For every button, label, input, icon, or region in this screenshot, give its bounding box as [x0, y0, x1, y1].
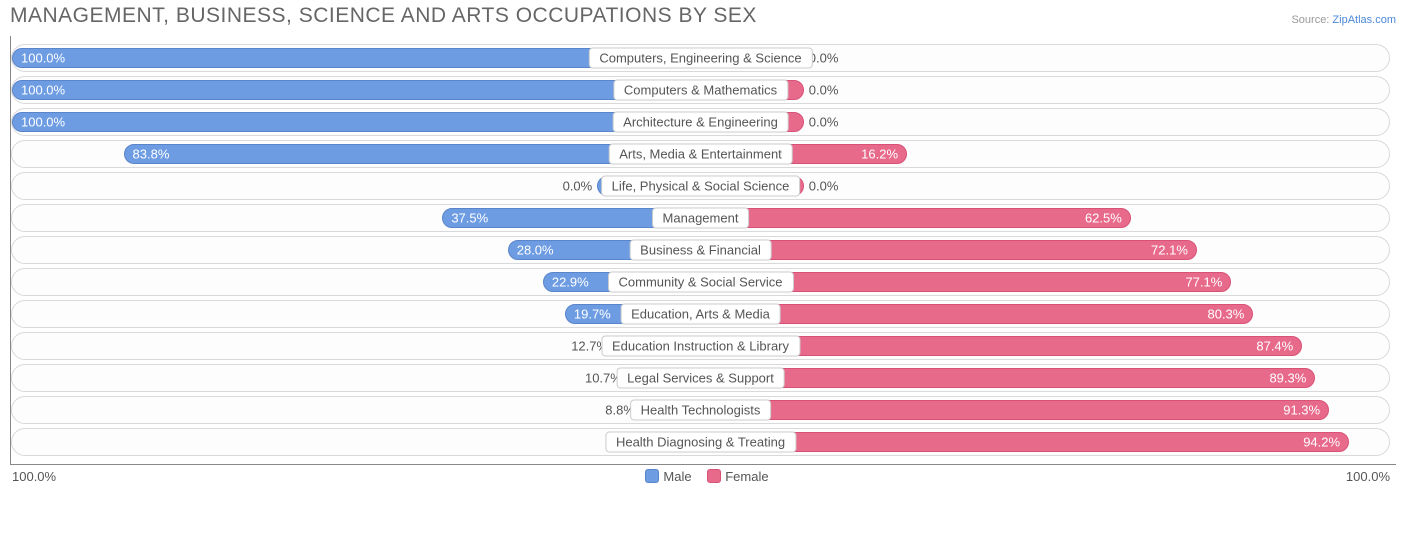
category-label: Community & Social Service — [608, 272, 794, 293]
chart-area: 100.0% 0.0% Computers, Engineering & Scien… — [10, 36, 1396, 465]
category-label: Legal Services & Support — [616, 368, 785, 389]
value-male: 100.0% — [21, 51, 65, 66]
chart-row: 100.0% 0.0% Computers & Mathematics — [11, 76, 1390, 104]
legend-swatch-male — [645, 469, 659, 483]
chart-row: 28.0% 72.1% Business & Financial — [11, 236, 1390, 264]
legend-label-female: Female — [725, 469, 768, 484]
category-label: Life, Physical & Social Science — [601, 176, 801, 197]
bar-male: 100.0% — [12, 80, 701, 100]
category-label: Health Technologists — [630, 400, 772, 421]
value-male: 0.0% — [563, 179, 599, 194]
chart-row: 37.5% 62.5% Management — [11, 204, 1390, 232]
bar-female: 62.5% — [701, 208, 1131, 228]
chart-row: 100.0%0.0%Computers, Engineering & Scien… — [11, 44, 1390, 72]
chart-row: 8.8%91.3%Health Technologists — [11, 396, 1390, 424]
category-label: Management — [652, 208, 750, 229]
chart-header: MANAGEMENT, BUSINESS, SCIENCE AND ARTS O… — [10, 4, 1396, 28]
value-male: 83.8% — [133, 147, 170, 162]
source-link[interactable]: ZipAtlas.com — [1332, 14, 1396, 26]
value-male: 19.7% — [574, 307, 611, 322]
category-label: Education, Arts & Media — [620, 304, 781, 325]
axis-label-right: 100.0% — [1346, 469, 1396, 484]
value-male: 22.9% — [552, 275, 589, 290]
value-male: 100.0% — [21, 115, 65, 130]
category-label: Education Instruction & Library — [601, 336, 800, 357]
chart-row: 22.9% 77.1% Community & Social Service — [11, 268, 1390, 296]
value-female: 0.0% — [803, 83, 839, 98]
chart-row: 83.8% 16.2% Arts, Media & Entertainment — [11, 140, 1390, 168]
value-female: 87.4% — [1256, 339, 1293, 354]
legend-label-male: Male — [663, 469, 691, 484]
chart-source: Source: ZipAtlas.com — [1291, 4, 1396, 26]
value-female: 89.3% — [1269, 371, 1306, 386]
chart-row: 5.8%94.2%Health Diagnosing & Treating — [11, 428, 1390, 456]
category-label: Business & Financial — [629, 240, 772, 261]
value-female: 80.3% — [1207, 307, 1244, 322]
value-female: 62.5% — [1085, 211, 1122, 226]
bar-female: 91.3% — [701, 400, 1330, 420]
value-male: 100.0% — [21, 83, 65, 98]
bar-female: 80.3% — [701, 304, 1254, 324]
category-label: Arts, Media & Entertainment — [608, 144, 793, 165]
value-female: 0.0% — [803, 115, 839, 130]
value-female: 77.1% — [1185, 275, 1222, 290]
chart-row: 19.7% 80.3% Education, Arts & Media — [11, 300, 1390, 328]
legend-swatch-female — [707, 469, 721, 483]
bar-female: 89.3% — [701, 368, 1316, 388]
source-prefix: Source: — [1291, 14, 1332, 26]
chart-footer: 100.0% Male Female 100.0% — [10, 469, 1396, 484]
value-female: 91.3% — [1283, 403, 1320, 418]
legend: Male Female — [56, 469, 1346, 484]
category-label: Health Diagnosing & Treating — [605, 432, 796, 453]
bar-male: 100.0% — [12, 112, 701, 132]
category-label: Computers & Mathematics — [613, 80, 788, 101]
chart-row: 12.7%87.4%Education Instruction & Librar… — [11, 332, 1390, 360]
chart-row: 0.0% 0.0%Life, Physical & Social Science — [11, 172, 1390, 200]
chart-row: 10.7%89.3%Legal Services & Support — [11, 364, 1390, 392]
axis-label-left: 100.0% — [10, 469, 56, 484]
bar-female: 94.2% — [701, 432, 1350, 452]
category-label: Computers, Engineering & Science — [588, 48, 812, 69]
value-male: 37.5% — [451, 211, 488, 226]
value-female: 72.1% — [1151, 243, 1188, 258]
value-female: 0.0% — [803, 179, 839, 194]
value-female: 94.2% — [1303, 435, 1340, 450]
chart-title: MANAGEMENT, BUSINESS, SCIENCE AND ARTS O… — [10, 4, 757, 28]
value-female: 16.2% — [861, 147, 898, 162]
value-male: 28.0% — [517, 243, 554, 258]
chart-row: 100.0% 0.0% Architecture & Engineering — [11, 108, 1390, 136]
bar-female: 72.1% — [701, 240, 1197, 260]
category-label: Architecture & Engineering — [612, 112, 789, 133]
